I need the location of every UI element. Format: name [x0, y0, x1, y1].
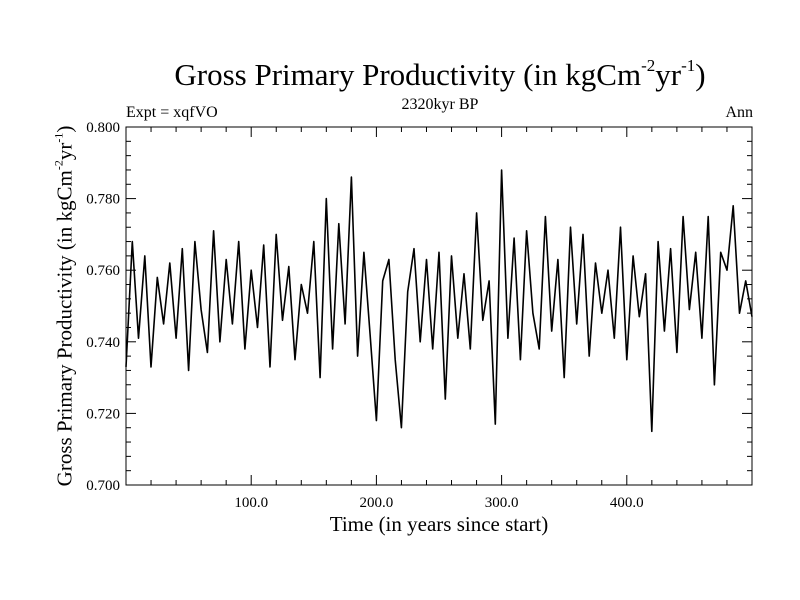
plot-area: 100.0 200.0 300.0 400.0 0.700 0.720 0.740 0.760…	[86, 120, 753, 511]
chart-subtitle: 2320kyr BP	[401, 96, 479, 113]
y-tick-label: 0.740	[86, 335, 120, 351]
chart-title-mid: yr	[655, 57, 682, 92]
x-tick-label: 400.0	[610, 495, 644, 511]
chart-title-sup1: -2	[641, 56, 656, 75]
experiment-label: Expt = xqfVO	[126, 104, 218, 121]
y-tick-label: 0.700	[86, 478, 120, 494]
y-tick-label: 0.800	[86, 120, 120, 136]
chart-title-end: )	[695, 57, 706, 92]
chart-title-main: Gross Primary Productivity (in kgCm	[174, 57, 642, 92]
x-axis-label: Time (in years since start)	[329, 512, 549, 536]
chart-title: Gross Primary Productivity (in kgCm-2yr-…	[0, 57, 800, 93]
y-tick-label: 0.720	[86, 406, 120, 422]
y-tick-label: 0.780	[86, 192, 120, 208]
season-label: Ann	[725, 104, 753, 121]
y-tick-label: 0.760	[86, 263, 120, 279]
chart-title-sup2: -1	[681, 56, 696, 75]
series-line-0	[125, 169, 753, 433]
x-tick-label: 100.0	[234, 495, 268, 511]
plot-frame	[125, 126, 753, 486]
x-tick-label: 200.0	[360, 495, 394, 511]
x-tick-label: 300.0	[485, 495, 519, 511]
